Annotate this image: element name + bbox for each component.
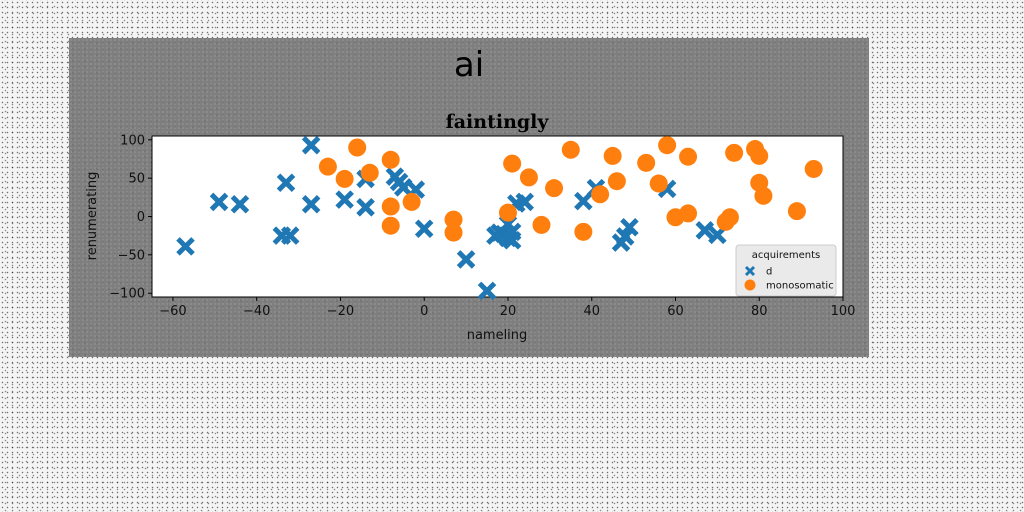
x-tick-label: −40: [243, 304, 270, 319]
scatter-chart: ai faintingly −100 −50 0 50 100 −60 −40 −20 0 20…: [85, 45, 855, 343]
data-point: [603, 146, 622, 165]
data-point: [574, 222, 593, 241]
data-point: [519, 168, 538, 187]
legend-marker: [744, 279, 756, 291]
data-point: [444, 210, 463, 229]
data-point: [658, 136, 677, 155]
x-tick-label: 40: [583, 304, 600, 319]
data-point: [620, 217, 639, 237]
series-1: [318, 136, 823, 242]
x-tick-label: −60: [159, 304, 186, 319]
data-point: [679, 147, 698, 166]
data-point: [804, 159, 823, 178]
data-point: [301, 194, 321, 214]
data-point: [607, 172, 626, 191]
data-point: [502, 230, 522, 250]
x-axis-label: nameling: [467, 328, 528, 343]
data-point: [444, 223, 463, 242]
data-point: [335, 190, 354, 209]
y-tick-label: −100: [109, 287, 145, 302]
data-point: [381, 150, 400, 169]
data-points: [176, 135, 823, 301]
data-point: [591, 185, 610, 204]
x-tick-label: −20: [327, 304, 354, 319]
x-tick-label: 20: [500, 304, 517, 319]
data-point: [176, 237, 195, 256]
data-point: [695, 221, 715, 240]
chart-suptitle: ai: [454, 45, 484, 85]
data-point: [649, 174, 668, 193]
x-tick-label: 80: [751, 304, 768, 319]
legend-box: [735, 244, 837, 297]
data-point: [360, 163, 379, 182]
x-tick-label: 100: [831, 304, 856, 319]
data-point: [561, 140, 580, 159]
data-point: [381, 216, 400, 235]
data-point: [545, 179, 564, 198]
data-point: [725, 143, 744, 162]
y-tick-label: −50: [118, 248, 145, 263]
data-point: [209, 192, 229, 212]
data-point: [515, 192, 534, 212]
legend-marker: [744, 265, 756, 277]
legend-title: acquirements: [752, 250, 821, 261]
y-tick-label: 0: [137, 210, 145, 225]
data-point: [503, 154, 522, 173]
data-point: [574, 191, 593, 211]
data-point: [679, 204, 698, 223]
data-point: [276, 173, 296, 193]
data-point: [414, 219, 434, 239]
x-axis: −60 −40 −20 0 20 40 60 80 100: [159, 297, 855, 319]
x-tick-label: 60: [667, 304, 684, 319]
data-point: [280, 226, 300, 245]
y-tick-label: 100: [120, 133, 145, 148]
data-point: [637, 153, 656, 172]
figure-background: ai faintingly −100 −50 0 50 100 −60 −40 −20 0 20…: [69, 38, 869, 357]
data-point: [356, 198, 375, 217]
legend-entry-label: monosomatic: [766, 281, 834, 292]
chart-title: faintingly: [446, 111, 550, 133]
data-point: [750, 146, 769, 165]
data-point: [301, 135, 321, 155]
data-point: [348, 138, 367, 157]
data-point: [381, 197, 400, 216]
legend: acquirements d monosomatic: [735, 244, 837, 297]
data-point: [318, 157, 337, 176]
data-point: [335, 169, 354, 188]
data-point: [532, 215, 551, 234]
data-point: [456, 250, 476, 269]
data-point: [402, 192, 421, 211]
data-point: [787, 202, 806, 221]
y-axis-label: renumerating: [85, 172, 100, 261]
data-point: [477, 281, 497, 301]
legend-entry-label: d: [766, 267, 772, 278]
data-point: [230, 194, 250, 214]
y-tick-label: 50: [128, 172, 145, 187]
y-axis: −100 −50 0 50 100: [109, 133, 152, 302]
x-tick-label: 0: [420, 304, 428, 319]
data-point: [498, 203, 517, 222]
data-point: [720, 208, 739, 227]
data-point: [754, 186, 773, 205]
